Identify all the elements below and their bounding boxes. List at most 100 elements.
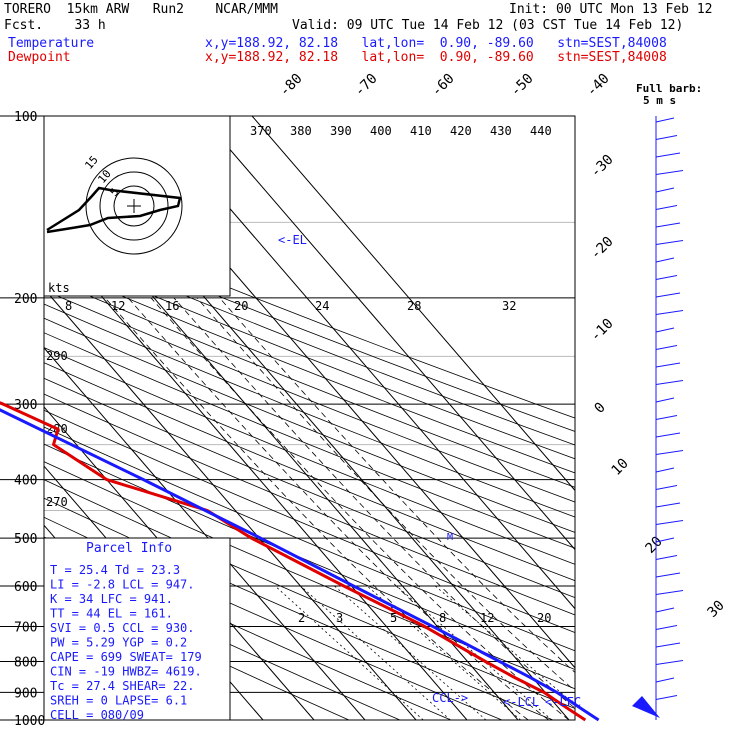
isotherm-label: 10 bbox=[609, 456, 632, 479]
level-annotation: CCL-> bbox=[432, 691, 468, 705]
hodograph-ring bbox=[99, 171, 169, 241]
parcel-info-row: CAPE = 699 SWEAT= 179 bbox=[50, 650, 202, 664]
wind-barb bbox=[655, 205, 678, 210]
hodograph-speed-label: 16 bbox=[165, 299, 179, 313]
isotherm-label: -20 bbox=[588, 234, 617, 263]
pressure-label: 300 bbox=[14, 398, 37, 413]
wind-barb bbox=[655, 345, 678, 350]
parcel-info-row: SVI = 0.5 CCL = 930. bbox=[50, 621, 195, 635]
dewpoint-legend: Dewpoint bbox=[8, 50, 71, 65]
wind-barb bbox=[655, 677, 675, 683]
isotherm-label: -40 bbox=[584, 71, 613, 100]
hodograph-speed-label: 12 bbox=[111, 299, 125, 313]
parcel-info-row: Tc = 27.4 SHEAR= 22. bbox=[50, 679, 195, 693]
hodograph-speed-label: 24 bbox=[315, 299, 329, 313]
theta-label: 380 bbox=[290, 124, 312, 138]
theta-label: 410 bbox=[410, 124, 432, 138]
plot-frame bbox=[43, 115, 576, 721]
parcel-info-row: SREH = 0 LAPSE= 6.1 bbox=[50, 694, 187, 708]
mixing-ratio-line bbox=[334, 585, 487, 720]
theta-label: 430 bbox=[490, 124, 512, 138]
mixing-ratio-line bbox=[396, 585, 553, 720]
isotherm-line bbox=[251, 116, 575, 492]
parcel-info-panel bbox=[43, 537, 231, 721]
wind-barb bbox=[655, 397, 675, 403]
mixing-ratio-label: 5 bbox=[390, 611, 397, 625]
wind-barb bbox=[655, 222, 681, 228]
dry-adiabat bbox=[44, 377, 575, 599]
wind-barb bbox=[655, 415, 678, 420]
moist-adiabat bbox=[196, 297, 575, 692]
isotherm-label: 20 bbox=[643, 534, 666, 557]
theta-label: 440 bbox=[530, 124, 552, 138]
parcel-info-row: TT = 44 EL = 161. bbox=[50, 607, 173, 621]
hodograph-speed-label: 20 bbox=[234, 299, 248, 313]
wind-barb bbox=[655, 485, 678, 490]
parcel-info-row: LI = -2.8 LCL = 947. bbox=[50, 578, 195, 592]
mixing-ratio-label: 2 bbox=[298, 611, 305, 625]
dry-adiabat bbox=[44, 479, 575, 709]
temperature-legend: Temperature bbox=[8, 36, 95, 51]
isotherm-line bbox=[44, 347, 366, 720]
temperature-location: x,y=188.92, 82.18 lat,lon= 0.90, -89.60 … bbox=[205, 36, 667, 51]
dry-adiabat bbox=[44, 249, 575, 460]
dry-adiabat bbox=[44, 289, 575, 503]
isotherm-line bbox=[200, 116, 575, 551]
dry-adiabat bbox=[44, 317, 575, 533]
dry-adiabat bbox=[44, 577, 350, 720]
level-annotation: M bbox=[447, 532, 453, 543]
isotherm-label: 30 bbox=[705, 598, 728, 621]
wind-barb bbox=[655, 327, 675, 333]
level-annotation: <-LCL bbox=[503, 695, 539, 709]
dry-adiabat bbox=[44, 362, 575, 582]
theta-label: 420 bbox=[450, 124, 472, 138]
wind-barb bbox=[655, 502, 681, 508]
wind-barb-pennant bbox=[632, 696, 660, 718]
mixing-ratio-label: 20 bbox=[537, 611, 551, 625]
pressure-label: 600 bbox=[14, 580, 37, 595]
wind-barb bbox=[655, 257, 675, 263]
wind-barb bbox=[655, 135, 678, 140]
dry-adiabat bbox=[44, 409, 575, 634]
isotherm-label: -10 bbox=[588, 316, 617, 345]
hodograph-ring bbox=[113, 185, 155, 227]
wind-barb bbox=[655, 292, 681, 298]
pressure-label: 700 bbox=[14, 620, 37, 635]
isotherm-line bbox=[44, 228, 468, 720]
hodograph-speed-label: 28 bbox=[407, 299, 421, 313]
moist-adiabat bbox=[219, 297, 575, 673]
dewpoint-location: x,y=188.92, 82.18 lat,lon= 0.90, -89.60 … bbox=[205, 50, 667, 65]
forecast-hour: Fcst. 33 h bbox=[4, 18, 106, 33]
dry-adiabat bbox=[44, 443, 575, 670]
hodograph-trace bbox=[46, 186, 182, 234]
wind-barb bbox=[655, 590, 684, 595]
wind-barb bbox=[655, 380, 684, 385]
pressure-label: 400 bbox=[14, 474, 37, 489]
wind-barb bbox=[655, 170, 684, 175]
wind-barb bbox=[655, 467, 675, 473]
dry-adiabat bbox=[44, 262, 575, 474]
isotherm-label: -50 bbox=[508, 71, 537, 100]
pressure-label: 1000 bbox=[14, 714, 45, 729]
parcel-info-title: Parcel Info bbox=[86, 541, 172, 556]
dry-adiabat bbox=[44, 332, 575, 549]
pressure-label: 900 bbox=[14, 686, 37, 701]
theta-label: 400 bbox=[370, 124, 392, 138]
parcel-info-row: PW = 5.29 YGP = 0.2 bbox=[50, 636, 187, 650]
wind-barb bbox=[655, 240, 684, 245]
wind-barb-legend: Full barb: bbox=[636, 82, 702, 95]
wind-barb bbox=[655, 275, 678, 280]
mixing-ratio-label: 12 bbox=[480, 611, 494, 625]
mixing-ratio-label: 3 bbox=[336, 611, 343, 625]
wind-barb bbox=[655, 187, 675, 193]
mixing-ratio-line bbox=[274, 585, 424, 720]
theta-side-label: 270 bbox=[46, 495, 68, 509]
hodograph-speed-label: 8 bbox=[65, 299, 72, 313]
isotherm-label: -70 bbox=[352, 71, 381, 100]
level-annotation: <-LFC bbox=[545, 695, 581, 709]
model-title: TORERO 15km ARW Run2 NCAR/MMM bbox=[4, 2, 278, 17]
mixing-ratio-line bbox=[300, 585, 451, 720]
isotherm-label: -80 bbox=[277, 71, 306, 100]
dry-adiabat bbox=[44, 224, 575, 432]
dry-adiabat bbox=[44, 212, 575, 419]
